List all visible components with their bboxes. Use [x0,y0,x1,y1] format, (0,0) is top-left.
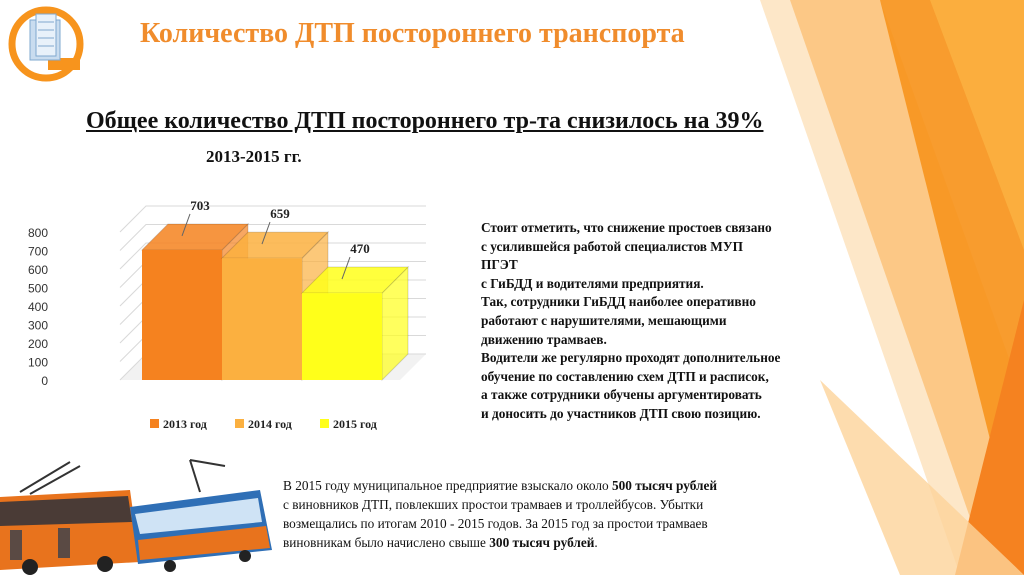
period-label: 2013-2015 гг. [206,147,302,166]
slide-title: Количество ДТП постороннего транспорта [140,18,685,49]
legend-swatch [150,419,159,428]
explanation-text: Стоит отметить, что снижение простоев св… [481,219,826,424]
legend-label: 2014 год [248,417,292,431]
bar [300,265,410,382]
legend-label: 2013 год [163,417,207,431]
legend-swatch [235,419,244,428]
y-tick-label: 800 [28,226,48,240]
text-line: возмещались по итогам 2010 - 2015 годов.… [283,516,708,531]
text-line: виновникам было начислено свыше 300 тыся… [283,535,598,550]
chart-subtitle: Общее количество ДТП постороннего тр-та … [86,108,764,134]
y-tick-label: 500 [28,282,48,296]
text-line: с ГиБДД и водителями предприятия. [481,275,704,291]
data-label: 659 [270,206,290,221]
text-line: В 2015 году муниципальное предприятие вз… [283,478,718,493]
chart-bars [140,222,410,382]
grid-line [119,205,426,233]
fines-text: В 2015 году муниципальное предприятие вз… [283,476,783,552]
y-tick-label: 700 [28,245,48,259]
data-label-leader [341,256,351,280]
text-line: обучение по составлению схем ДТП и распи… [481,368,769,384]
y-tick-label: 0 [41,374,48,388]
text-line: и доносить до участников ДТП свою позици… [481,405,761,421]
y-tick-label: 300 [28,319,48,333]
text-line: Стоит отметить, что снижение простоев св… [481,220,772,235]
text-line: работают с нарушителями, мешающими [481,312,727,328]
data-labels: 703 659 470 [181,198,370,280]
bar-chart: 0 100 200 300 400 500 600 700 800 703 659 470 2013… [28,198,426,431]
legend-swatch [320,419,329,428]
data-label: 703 [190,198,210,213]
data-label-leader [181,213,191,237]
chart-legend: 2013 год 2014 год 2015 год [150,417,377,431]
trolleybus-and-tram-illustration [0,459,272,575]
text-line: с усилившейся работой специалистов МУП [481,238,743,254]
data-label-leader [261,221,271,245]
text-line: Водители же регулярно проходят дополните… [481,350,781,366]
building-logo-icon [8,6,84,82]
y-axis-ticks: 0 100 200 300 400 500 600 700 800 [28,226,48,388]
text-line: движению трамваев. [481,331,607,347]
text-line: с виновников ДТП, повлекших простои трам… [283,497,704,512]
y-tick-label: 400 [28,300,48,314]
legend-label: 2015 год [333,417,377,431]
y-tick-label: 200 [28,337,48,351]
text-line: ПГЭТ [481,257,518,273]
data-label: 470 [350,241,370,256]
y-tick-label: 100 [28,356,48,370]
y-tick-label: 600 [28,263,48,277]
text-line: а также сотрудники обучены аргументирова… [481,387,762,403]
grid-line [119,224,426,251]
grid-line [119,242,426,270]
text-line: Так, сотрудники ГиБДД наиболее оперативн… [481,294,756,310]
